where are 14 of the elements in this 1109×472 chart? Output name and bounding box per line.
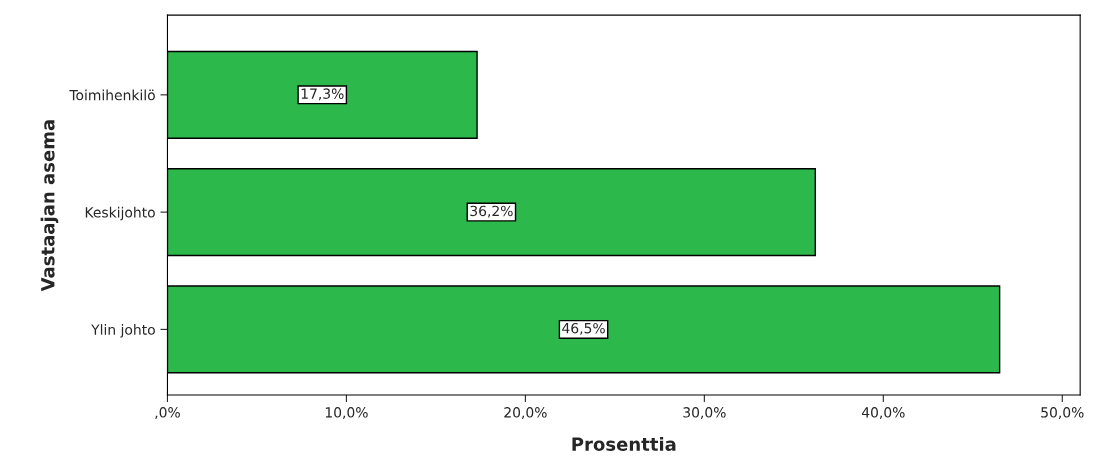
x-tick-label: 10,0% [325,407,368,420]
data-label: 17,3% [301,88,344,101]
y-axis-title: Vastaajan asema [40,120,59,292]
x-tick-label: 40,0% [861,407,905,420]
x-axis-title: Prosenttia [572,436,676,451]
x-tick-label: 50,0% [1041,407,1084,420]
y-tick-label: Keskijohto [85,206,155,221]
x-tick-label: ,0% [155,407,180,420]
x-tick-label: 20,0% [504,407,547,420]
y-tick-label: Toimihenkilö [69,89,155,101]
y-tick-label: Ylin johto [91,324,155,338]
data-label: 36,2% [470,205,513,218]
x-tick-label: 30,0% [683,407,726,420]
data-label: 46,5% [562,322,605,335]
